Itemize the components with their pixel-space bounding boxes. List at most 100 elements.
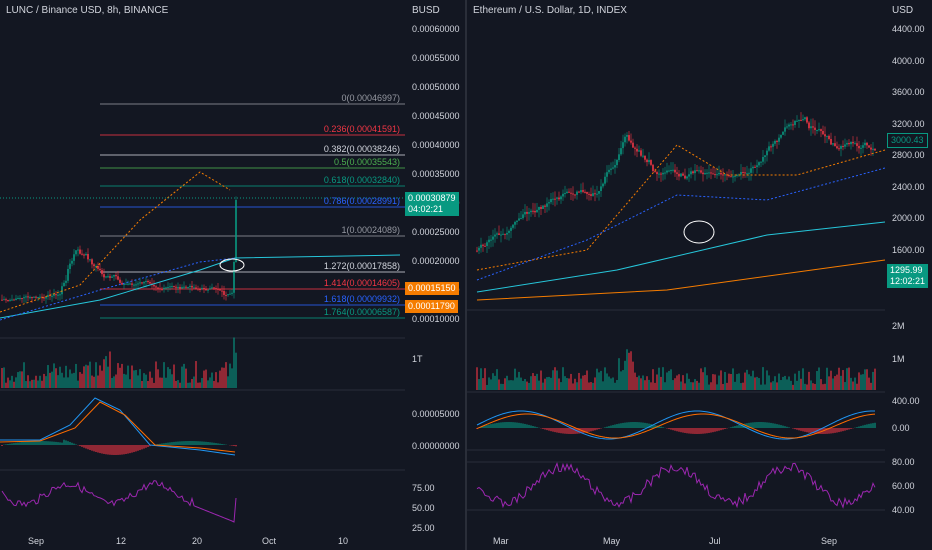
macd-histogram-bar [680, 428, 682, 433]
candle-body [231, 292, 233, 294]
volume-bar [666, 372, 668, 390]
volume-bar [866, 369, 868, 390]
macd-histogram-bar [103, 445, 105, 454]
price-axis-label: 0.00010000 [412, 314, 460, 324]
candle-body [522, 214, 524, 219]
candle-body [508, 230, 510, 233]
macd-histogram-bar [85, 445, 87, 449]
macd-histogram-bar [123, 445, 125, 455]
volume-bar [542, 382, 544, 390]
volume-bar [211, 372, 213, 388]
macd-histogram-bar [163, 443, 165, 445]
candle-body [13, 299, 15, 301]
candle-body [125, 283, 127, 285]
candle-body [167, 287, 169, 289]
macd-histogram-bar [668, 428, 670, 430]
volume-bar [736, 374, 738, 390]
candle-body [770, 146, 772, 148]
candle-body [756, 165, 758, 167]
candle-body [51, 295, 53, 297]
volume-bar [213, 380, 215, 388]
volume-bar [215, 372, 217, 388]
right-chart-pane[interactable]: Ethereum / U.S. Dollar, 1D, INDEX USD 44… [467, 0, 932, 550]
volume-bar [63, 377, 65, 388]
candle-body [592, 193, 594, 196]
candle-body [616, 159, 618, 166]
right-bar-timer: 12:02:21 [890, 276, 926, 286]
macd-histogram-bar [494, 423, 496, 428]
candle-body [546, 203, 548, 207]
volume-bar [738, 373, 740, 390]
left-x-label-20: 20 [192, 536, 203, 546]
candle-body [123, 283, 125, 285]
macd-histogram-bar [39, 441, 41, 445]
volume-bar [35, 375, 37, 388]
volume-bar [622, 370, 624, 390]
left-chart-canvas[interactable] [0, 0, 465, 550]
volume-bar [139, 369, 141, 388]
candle-body [844, 144, 846, 147]
macd-histogram-bar [235, 445, 237, 447]
volume-bar [235, 352, 237, 388]
macd-histogram-bar [584, 428, 586, 433]
macd-histogram-bar [662, 427, 664, 428]
candle-body [870, 147, 872, 150]
right-secondary-price: 1295.99 [890, 265, 923, 275]
macd-histogram-bar [690, 428, 692, 434]
macd-histogram-bar [776, 424, 778, 428]
candle-body [842, 146, 844, 148]
candle-body [648, 160, 650, 163]
candle-body [518, 218, 520, 221]
volume-bar [728, 373, 730, 390]
volume-bar [762, 367, 764, 390]
candle-body [570, 192, 572, 194]
volume-bar [644, 380, 646, 390]
left-bar-timer: 04:02:21 [408, 204, 444, 214]
candle-body [696, 170, 698, 172]
macd-histogram-bar [820, 428, 822, 434]
candle-body [866, 142, 868, 146]
candle-body [596, 193, 598, 195]
macd-histogram-bar [480, 426, 482, 428]
candle-body [139, 282, 141, 284]
candle-body [75, 250, 77, 255]
volume-bar [796, 380, 798, 390]
candle-body [494, 234, 496, 237]
macd-histogram-bar [121, 445, 123, 455]
candle-body [564, 193, 566, 195]
candle-body [95, 266, 97, 268]
candle-body [37, 296, 39, 298]
candle-body [199, 289, 201, 291]
volume-bar [570, 373, 572, 390]
candle-body [576, 191, 578, 195]
volume-bar [872, 371, 874, 390]
macd-histogram-bar [207, 442, 209, 445]
candle-body [790, 124, 792, 126]
macd-histogram-bar [9, 443, 11, 445]
volume-bar [550, 377, 552, 390]
macd-histogram-bar [91, 445, 93, 451]
volume-bar [598, 372, 600, 390]
signal-line [0, 401, 236, 453]
candle-body [43, 297, 45, 299]
pane-divider[interactable] [465, 0, 467, 550]
macd-histogram-bar [71, 442, 73, 445]
right-chart-canvas[interactable] [467, 0, 932, 550]
candle-body [542, 205, 544, 209]
volume-bar [61, 372, 63, 388]
left-chart-pane[interactable]: LUNC / Binance USD, 8h, BINANCE BUSD 0.0… [0, 0, 465, 550]
candle-body [612, 167, 614, 169]
macd-histogram-bar [137, 445, 139, 451]
candle-body [137, 283, 139, 285]
volume-bar [129, 379, 131, 388]
candle-body [181, 287, 183, 289]
rsi-line [1, 480, 237, 523]
candle-body [708, 172, 710, 174]
volume-bar [630, 351, 632, 390]
candle-body [556, 197, 558, 199]
volume-bar [808, 371, 810, 390]
candle-body [185, 286, 187, 288]
candle-body [71, 260, 73, 264]
volume-bar [141, 380, 143, 388]
candle-body [215, 288, 217, 290]
